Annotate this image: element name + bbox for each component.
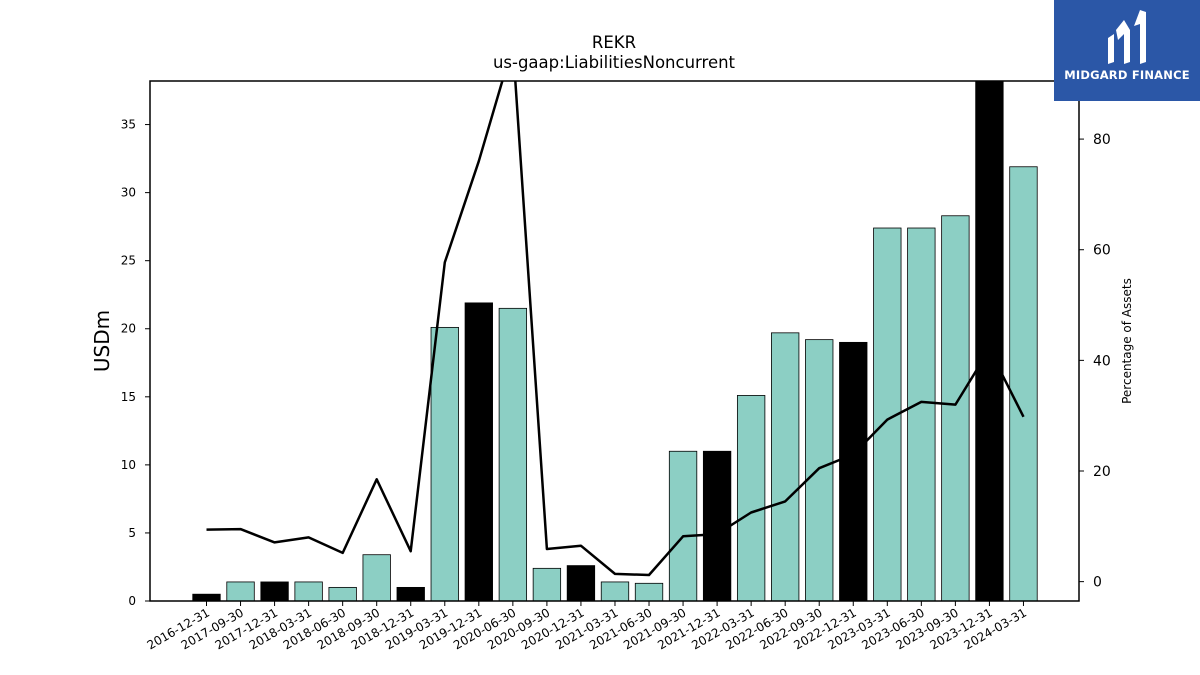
y-tick-label: 25	[121, 254, 136, 268]
bar-2020-06-30	[498, 307, 528, 602]
percentage-line	[206, 81, 1025, 577]
y-right-tick-label: 80	[1093, 132, 1111, 148]
left-axis: 0 5 10 15 20 25 30 35	[121, 118, 150, 608]
bar-2021-03-31	[600, 581, 630, 602]
bar-2023-09-30	[941, 215, 970, 602]
bar-2017-12-31	[260, 581, 289, 602]
bar-2022-06-30	[771, 332, 800, 602]
chart-title: REKR	[592, 33, 636, 52]
y-tick-label: 15	[121, 390, 136, 404]
bar-2019-12-31	[464, 302, 493, 602]
bar-2020-12-31	[566, 565, 596, 602]
bar-2023-12-31	[975, 80, 1004, 602]
bar-2018-03-31	[294, 581, 323, 602]
right-axis: 0 20 40 60 80	[1079, 132, 1111, 591]
y-right-tick-label: 20	[1093, 464, 1111, 480]
bar-2016-12-31	[192, 593, 221, 602]
percentage-line-series	[206, 81, 1025, 577]
bar-2017-09-30	[226, 581, 255, 602]
y-tick-label: 20	[121, 322, 136, 336]
y-tick-label: 5	[128, 526, 136, 540]
y-right-tick-label: 60	[1093, 243, 1111, 259]
plot-frame	[149, 80, 1080, 602]
y-tick-label: 35	[121, 118, 136, 132]
bar-2022-03-31	[736, 395, 766, 602]
y-axis-right-label: Percentage of Assets	[1120, 278, 1134, 404]
bar-2021-06-30	[634, 582, 664, 602]
y-right-tick-label: 0	[1093, 575, 1102, 591]
bar-2023-06-30	[907, 227, 936, 602]
bar-series	[192, 80, 1038, 602]
y-axis-label: USDm	[90, 310, 114, 372]
chart-subtitle: us-gaap:LiabilitiesNoncurrent	[493, 53, 736, 72]
bar-2022-12-31	[839, 341, 868, 602]
y-right-tick-label: 40	[1093, 353, 1111, 369]
bar-2024-03-31	[1009, 166, 1038, 602]
bar-2022-09-30	[805, 339, 834, 602]
bar-2019-03-31	[430, 326, 459, 602]
midgard-mark-icon	[1108, 10, 1146, 64]
y-tick-label: 10	[121, 458, 136, 472]
bar-2018-09-30	[362, 554, 391, 602]
y-tick-label: 30	[121, 186, 136, 200]
bar-2018-06-30	[328, 586, 357, 602]
bar-2018-12-31	[396, 586, 425, 602]
bar-2021-12-31	[702, 450, 732, 602]
x-axis: 2016-12-312017-09-302017-12-312018-03-31…	[145, 601, 1029, 652]
bar-2021-09-30	[668, 450, 698, 602]
brand-logo-text: MIDGARD FINANCE	[1064, 68, 1190, 82]
brand-logo: MIDGARD FINANCE	[1054, 0, 1200, 101]
y-tick-label: 0	[128, 594, 136, 608]
bar-2020-09-30	[532, 567, 562, 602]
